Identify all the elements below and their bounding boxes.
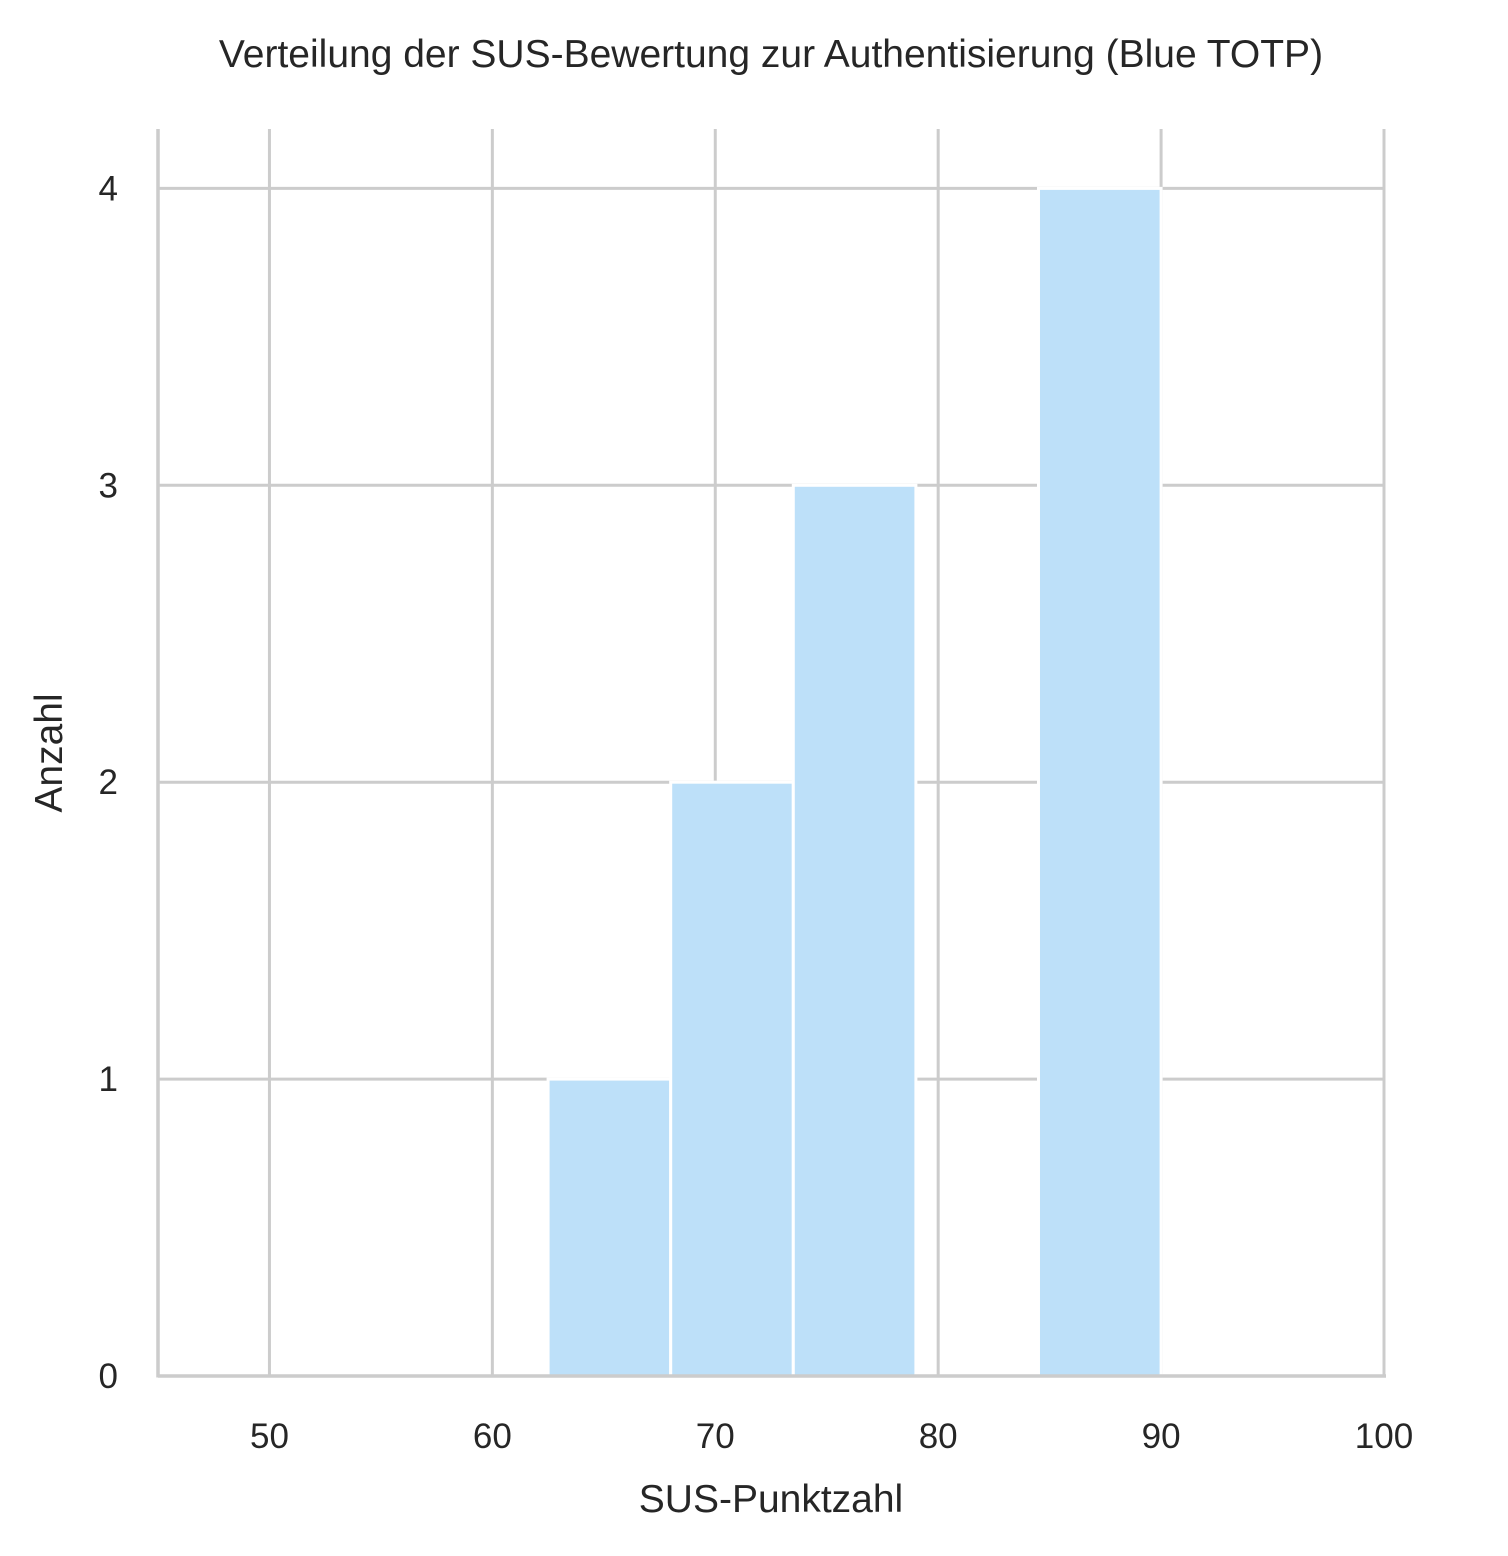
y-tick-label: 3 (99, 466, 118, 505)
x-tick-label: 70 (696, 1417, 735, 1456)
histogram-bar (791, 483, 918, 1378)
tick-labels: 50 60 70 80 90 100 0 1 2 3 4 (99, 169, 1414, 1456)
histogram-bar (669, 780, 795, 1378)
histogram-bar (1036, 186, 1163, 1378)
chart-title: Verteilung der SUS-Bewertung zur Authent… (219, 33, 1323, 76)
y-axis-label: Anzahl (28, 693, 71, 812)
y-tick-label: 2 (99, 763, 118, 802)
axes (156, 129, 1386, 1378)
x-axis-label: SUS-Punktzahl (639, 1478, 903, 1521)
x-tick-label: 50 (250, 1417, 289, 1456)
x-tick-label: 90 (1142, 1417, 1181, 1456)
x-tick-label: 60 (473, 1417, 512, 1456)
histogram-bars (546, 186, 1163, 1378)
y-tick-label: 4 (99, 169, 118, 208)
histogram-bar (546, 1077, 673, 1378)
y-tick-label: 1 (99, 1060, 118, 1099)
x-tick-label: 100 (1355, 1417, 1413, 1456)
x-tick-label: 80 (919, 1417, 958, 1456)
y-tick-label: 0 (99, 1357, 118, 1396)
